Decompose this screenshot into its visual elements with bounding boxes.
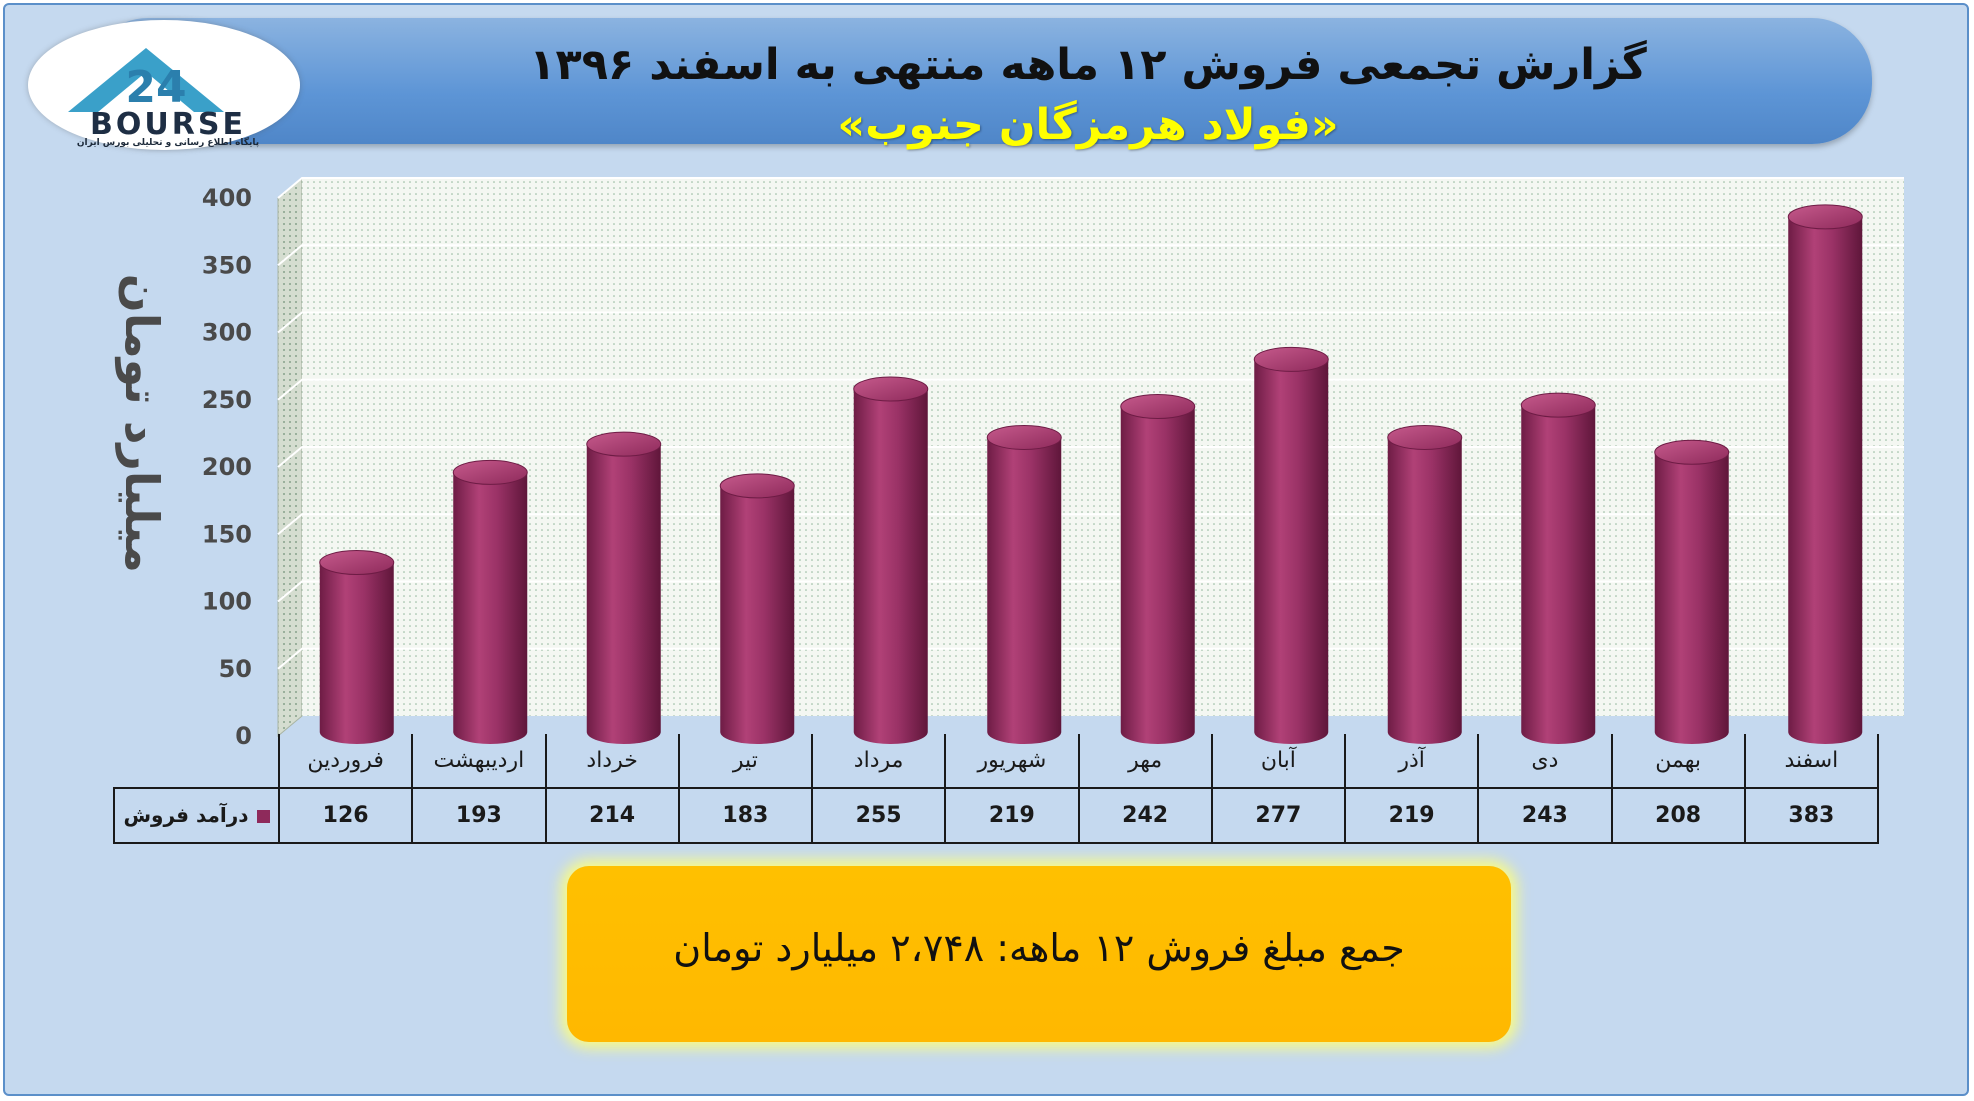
value-cell: 208 — [1610, 786, 1746, 845]
summary-text: جمع مبلغ فروش ۱۲ ماهه: ۲،۷۴۸ میلیارد توم… — [673, 926, 1405, 970]
value-cell: 277 — [1210, 786, 1347, 845]
value-cell: 383 — [1743, 786, 1880, 845]
value-cell: 126 — [277, 786, 414, 845]
bars — [319, 204, 1863, 745]
gridline — [277, 647, 1904, 670]
bar-cap — [452, 459, 528, 485]
gridlines — [277, 177, 1904, 670]
bar-cap — [1387, 424, 1463, 450]
value-cell: 193 — [411, 786, 547, 845]
month-label: فروردین — [277, 734, 414, 789]
month-label: مرداد — [810, 734, 947, 789]
bar-cap — [1654, 439, 1730, 465]
header-banner: گزارش تجمعی فروش ۱۲ ماهه منتهی به اسفند … — [88, 18, 1872, 150]
bar-body — [319, 562, 394, 744]
legend-label: درآمد فروش — [123, 803, 249, 828]
bar-body — [1120, 406, 1195, 744]
legend-swatch — [256, 810, 270, 824]
bar-body — [853, 389, 928, 744]
month-row: فروردین اردیبهشت خرداد تیر مرداد شهریور مهر آبا… — [114, 734, 1880, 789]
bar-cap — [853, 376, 929, 402]
month-label: شهریور — [944, 734, 1080, 789]
bar-cap — [1520, 392, 1596, 418]
bar-body — [586, 444, 661, 744]
gridline — [277, 513, 1904, 536]
gridline — [277, 177, 1904, 199]
bar-cap — [1120, 394, 1196, 420]
bar-body — [1788, 216, 1863, 745]
bar-cap — [586, 431, 662, 457]
month-label: تیر — [677, 734, 814, 789]
value-cell: 183 — [677, 786, 814, 845]
bar — [1787, 204, 1863, 745]
company-name: «فولاد هرمزگان جنوب» — [837, 100, 1339, 150]
y-tick-label: 50 — [219, 655, 252, 683]
summary-box: جمع مبلغ فروش ۱۲ ماهه: ۲،۷۴۸ میلیارد توم… — [567, 866, 1511, 1042]
bar — [586, 431, 662, 744]
logo-numeral: 24 — [125, 62, 186, 113]
value-cell: 242 — [1077, 786, 1213, 845]
value-row: درآمد فروش 126 193 214 183 255 219 242 277 219 24… — [113, 786, 1880, 845]
month-label: خرداد — [544, 734, 680, 789]
y-axis-label: میلیارد تومان — [115, 273, 169, 573]
month-label: اردیبهشت — [411, 734, 547, 789]
y-tick-label: 350 — [202, 251, 252, 279]
y-tick-label: 100 — [202, 588, 252, 616]
month-label: آبان — [1210, 734, 1347, 789]
gridline — [277, 244, 1904, 267]
bar — [1253, 346, 1329, 744]
bar — [1654, 439, 1730, 744]
value-cell: 214 — [544, 786, 680, 845]
gridline — [277, 378, 1904, 401]
gridline — [277, 446, 1904, 468]
data-table: فروردین اردیبهشت خرداد تیر مرداد شهریور مهر آبا… — [113, 734, 1880, 845]
y-tick-label: 250 — [202, 386, 252, 414]
y-tick-label: 400 — [202, 184, 252, 212]
bar-body — [453, 472, 528, 744]
value-cell: 243 — [1477, 786, 1613, 845]
bar — [719, 473, 795, 744]
value-cell: 219 — [1343, 786, 1480, 845]
bar-cap — [986, 424, 1062, 450]
bar-body — [1254, 359, 1329, 744]
bar-cap — [319, 550, 395, 576]
bar-cap — [719, 473, 795, 499]
month-label: دی — [1477, 734, 1613, 789]
y-tick-label: 200 — [202, 453, 252, 481]
bar — [853, 376, 929, 744]
gridline — [277, 311, 1904, 334]
bar — [986, 424, 1062, 744]
page-title: گزارش تجمعی فروش ۱۲ ماهه منتهی به اسفند … — [529, 40, 1647, 90]
table-corner — [114, 734, 280, 788]
bar-body — [1387, 437, 1462, 744]
value-cell: 255 — [810, 786, 947, 845]
bar — [1120, 394, 1196, 744]
bar — [452, 459, 528, 744]
bar-cap — [1787, 204, 1863, 230]
gridline — [277, 580, 1904, 603]
month-label: اسفند — [1743, 734, 1880, 789]
bar — [1387, 424, 1463, 744]
bar — [1520, 392, 1596, 744]
month-label: بهمن — [1610, 734, 1746, 789]
y-tick-label: 150 — [202, 520, 252, 548]
bar-cap — [1253, 346, 1329, 372]
month-label: مهر — [1077, 734, 1213, 789]
logo-wordmark: BOURSE — [90, 107, 246, 142]
legend-entry: درآمد فروش — [113, 786, 280, 845]
bar-body — [1654, 452, 1729, 744]
y-tick-label: 300 — [202, 319, 252, 347]
bourse24-logo: 24 BOURSE پایگاه اطلاع رسانی و تحلیلی بو… — [28, 20, 300, 150]
bar-body — [720, 485, 795, 744]
month-label: آذر — [1343, 734, 1480, 789]
bar-body — [987, 437, 1062, 744]
logo-tagline: پایگاه اطلاع رسانی و تحلیلی بورس ایران — [76, 138, 260, 148]
bar — [319, 550, 395, 744]
value-cell: 219 — [944, 786, 1080, 845]
bar-body — [1521, 405, 1596, 744]
